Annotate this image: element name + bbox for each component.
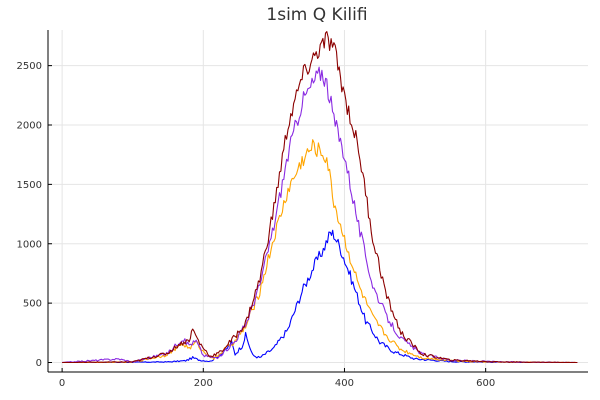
x-tick-label: 400 bbox=[335, 378, 354, 389]
series-line-4 bbox=[62, 31, 578, 364]
series-layer bbox=[62, 31, 578, 364]
y-tick-label: 500 bbox=[23, 299, 42, 310]
y-tick-label: 1000 bbox=[17, 239, 42, 250]
chart-title: 1sim Q Kilifi bbox=[266, 5, 367, 25]
grid-layer bbox=[48, 30, 588, 372]
series-line-3 bbox=[62, 66, 578, 364]
y-tick-label: 0 bbox=[36, 358, 42, 369]
y-tick-label: 1500 bbox=[17, 180, 42, 191]
y-tick-label: 2500 bbox=[17, 61, 42, 72]
series-line-2 bbox=[62, 139, 578, 364]
series-line-1 bbox=[62, 229, 578, 364]
x-tick-label: 600 bbox=[476, 378, 495, 389]
x-tick-label: 0 bbox=[59, 378, 65, 389]
y-tick-label: 2000 bbox=[17, 121, 42, 132]
x-tick-label: 200 bbox=[194, 378, 213, 389]
axes-layer: 0 200 400 600 0 500 1000 1500 2000 2500 bbox=[17, 30, 588, 389]
